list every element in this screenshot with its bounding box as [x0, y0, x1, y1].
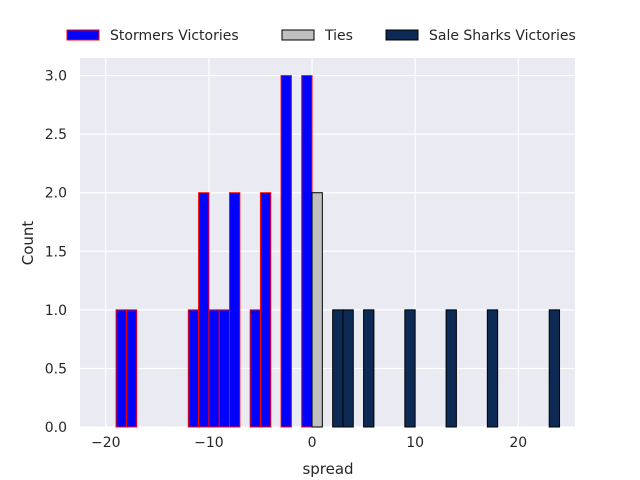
y-tick-label: 1.0: [45, 303, 67, 319]
y-tick-label: 0.5: [45, 361, 67, 377]
y-tick-label: 3.0: [45, 69, 67, 85]
histogram-bar: [486, 309, 499, 428]
y-tick-label: 2.5: [45, 127, 67, 143]
histogram-bar: [301, 75, 313, 428]
histogram-bar: [249, 309, 261, 428]
histogram-bar: [259, 192, 272, 428]
histogram-bar: [280, 75, 292, 428]
y-tick-labels: 0.0 0.5 1.0 1.5 2.0 2.5 3.0: [45, 69, 67, 436]
plot-background: [80, 58, 575, 427]
histogram-bar: [548, 309, 561, 428]
legend-swatch: [385, 29, 419, 41]
histogram-bar: [187, 309, 200, 428]
x-tick-label: 0: [308, 435, 317, 451]
legend-swatch: [66, 29, 100, 41]
histogram-bar: [198, 192, 210, 428]
y-axis-label: Count: [19, 221, 37, 266]
histogram-bar: [115, 309, 127, 428]
y-tick-label: 2.0: [45, 186, 67, 202]
y-tick-label: 0.0: [45, 420, 67, 436]
histogram-bar: [342, 309, 354, 428]
x-tick-label: 10: [406, 435, 424, 451]
x-tick-label: 20: [509, 435, 527, 451]
legend-label: Sale Sharks Victories: [429, 28, 576, 44]
histogram-bar: [125, 309, 138, 428]
legend-label: Ties: [324, 28, 353, 44]
histogram-bar: [404, 309, 416, 428]
histogram-bar: [311, 192, 323, 428]
histogram-bar: [229, 192, 241, 428]
histogram-bar: [208, 309, 220, 428]
legend: Stormers Victories Ties Sale Sharks Victor…: [66, 28, 576, 44]
histogram-bar: [218, 309, 231, 428]
x-tick-label: −10: [194, 435, 224, 451]
x-tick-labels: −20 −10 0 10 20: [91, 435, 527, 451]
histogram-bar: [332, 309, 344, 428]
y-tick-label: 1.5: [45, 244, 67, 260]
bars-layer: [115, 75, 561, 428]
x-axis-label: spread: [302, 460, 353, 478]
x-tick-label: −20: [91, 435, 121, 451]
histogram-bar: [363, 309, 375, 428]
legend-swatch: [281, 29, 315, 41]
legend-label: Stormers Victories: [110, 28, 239, 44]
histogram-bar: [445, 309, 457, 428]
